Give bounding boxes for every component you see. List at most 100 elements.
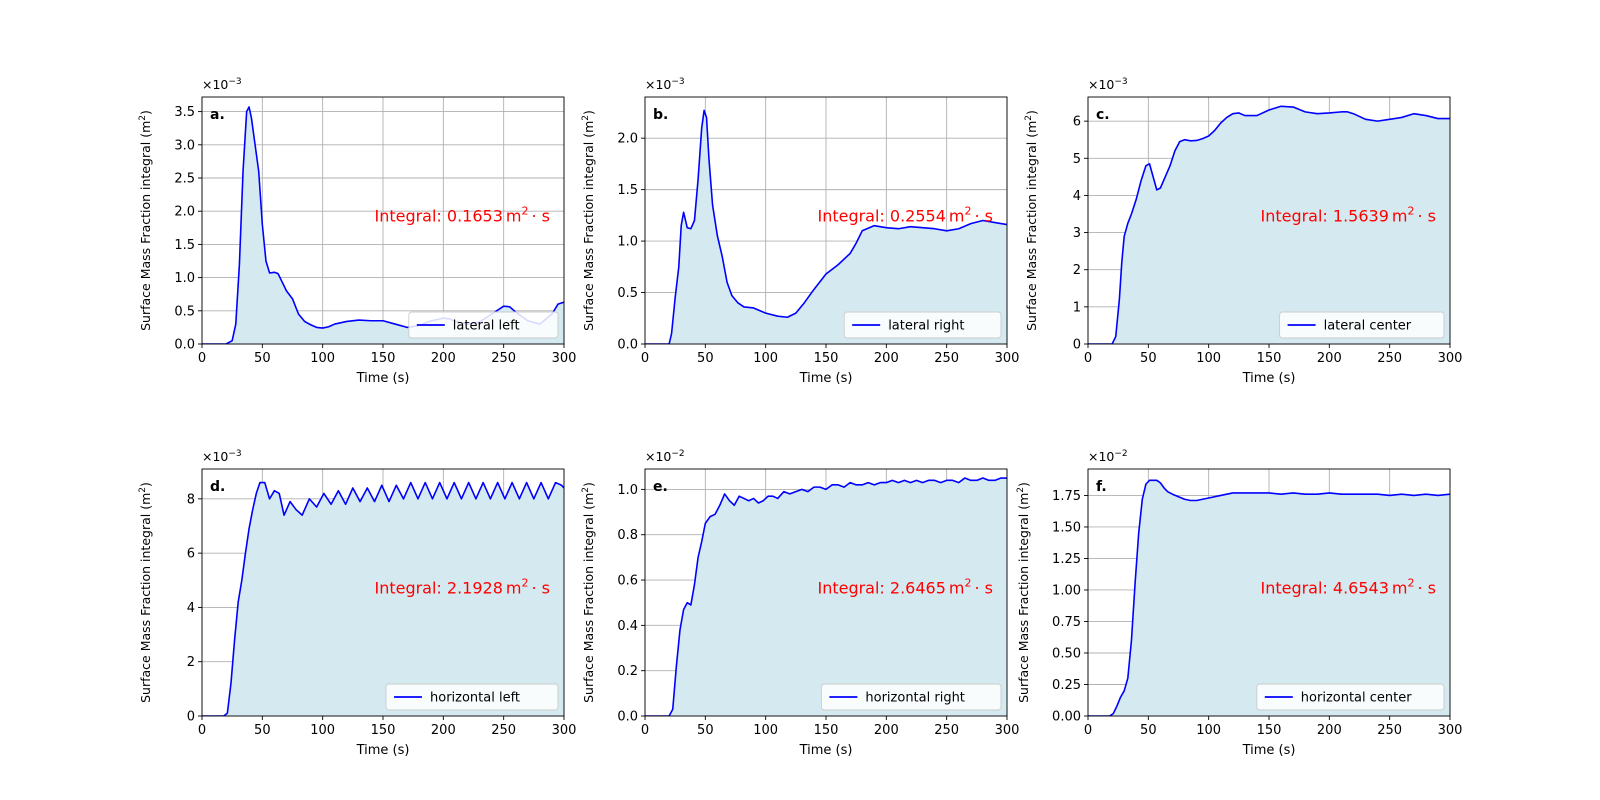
x-tick-label: 300 xyxy=(552,723,577,738)
annotation-value: 2.6465 xyxy=(890,579,946,598)
annotation-prefix: Integral: xyxy=(1260,207,1332,226)
axis-offset-label: ×10−2 xyxy=(1088,449,1128,464)
x-tick-label: 150 xyxy=(1257,723,1282,738)
annotation-unit: m xyxy=(506,579,522,598)
y-tick-label: 0 xyxy=(1073,338,1081,353)
annotation-prefix: Integral: xyxy=(374,207,446,226)
legend-box xyxy=(843,311,1002,339)
y-tick-label: 0.8 xyxy=(617,528,638,543)
annotation-prefix: Integral: xyxy=(374,579,446,598)
offset-base: ×10 xyxy=(1088,77,1114,92)
y-tick-label: 2.5 xyxy=(174,172,195,187)
annotation-suffix: · s xyxy=(1417,579,1436,598)
annotation-prefix: Integral: xyxy=(817,579,889,598)
offset-exponent: −3 xyxy=(1114,77,1127,87)
y-tick-label: 1.0 xyxy=(617,235,638,250)
annotation-value: 0.1653 xyxy=(447,207,503,226)
y-axis-label-close: ) xyxy=(581,482,596,487)
x-tick-label: 150 xyxy=(371,723,396,738)
series-area xyxy=(202,106,564,344)
y-tick-label: 1.5 xyxy=(617,183,638,198)
y-axis-label: Surface Mass Fraction integral (m2) xyxy=(138,110,153,331)
panel-label: f. xyxy=(1096,479,1107,495)
series-line xyxy=(1088,479,1450,716)
x-tick-label: 0 xyxy=(641,723,649,738)
x-tick-label: 300 xyxy=(1438,351,1463,366)
y-axis-label: Surface Mass Fraction integral (m2) xyxy=(138,482,153,703)
legend-label: horizontal left xyxy=(430,691,520,706)
y-tick-label: 2 xyxy=(187,655,195,670)
series-line xyxy=(645,477,1007,716)
offset-exponent: −3 xyxy=(228,449,241,459)
series-area xyxy=(1088,106,1450,344)
y-tick-label: 0.0 xyxy=(617,338,638,353)
y-tick-label: 1.0 xyxy=(174,271,195,286)
annotation-unit: m xyxy=(1392,579,1408,598)
annotation-suffix: · s xyxy=(974,579,993,598)
integral-annotation: Integral: 1.5639 m2 · s xyxy=(1260,205,1436,226)
series-area xyxy=(645,478,1007,716)
y-axis-label-close: ) xyxy=(1016,482,1031,487)
annotation-value: 0.2554 xyxy=(890,207,946,226)
x-tick-label: 150 xyxy=(814,351,839,366)
annotation-suffix: · s xyxy=(531,579,550,598)
y-axis-label-exponent: 2 xyxy=(1024,115,1034,121)
legend-label: horizontal center xyxy=(1301,691,1412,706)
y-tick-label: 1.75 xyxy=(1052,489,1081,504)
integral-annotation: Integral: 4.6543 m2 · s xyxy=(1260,577,1436,598)
chart-panel: 0 50 100 150 200 250 300 0.0 0.5 1.0 1.5 2.0 2.5 3.0 3… xyxy=(138,77,576,386)
y-tick-label: 0.5 xyxy=(617,286,638,301)
x-tick-label: 300 xyxy=(1438,723,1463,738)
offset-exponent: −2 xyxy=(1114,449,1127,459)
legend-box xyxy=(385,683,559,711)
axis-offset-label: ×10−3 xyxy=(202,77,242,92)
y-axis-label-close: ) xyxy=(138,482,153,487)
x-tick-label: 100 xyxy=(753,723,778,738)
annotation-exponent: 2 xyxy=(1407,205,1414,218)
x-tick-label: 0 xyxy=(1084,723,1092,738)
x-axis-label: Time (s) xyxy=(799,743,853,758)
integral-annotation: Integral: 0.1653 m2 · s xyxy=(374,205,550,226)
x-tick-label: 0 xyxy=(198,351,206,366)
y-axis-label-exponent: 2 xyxy=(138,115,148,121)
x-tick-label: 250 xyxy=(1377,723,1402,738)
offset-exponent: −3 xyxy=(228,77,241,87)
x-tick-label: 100 xyxy=(310,351,335,366)
axis-offset-label: ×10−3 xyxy=(202,449,242,464)
chart-panel: 0 50 100 150 200 250 300 0.0 0.2 0.4 0.6 0.8 1.0 Time… xyxy=(581,449,1019,758)
y-axis-label-close: ) xyxy=(138,110,153,115)
panel-label: d. xyxy=(210,479,225,495)
y-axis-label-text: Surface Mass Fraction integral (m xyxy=(581,493,596,703)
x-tick-label: 0 xyxy=(198,723,206,738)
x-tick-label: 100 xyxy=(753,351,778,366)
y-tick-label: 0.75 xyxy=(1052,615,1081,630)
integral-annotation: Integral: 2.6465 m2 · s xyxy=(817,577,993,598)
y-tick-label: 0 xyxy=(187,710,195,725)
annotation-value: 1.5639 xyxy=(1333,207,1389,226)
x-axis-label: Time (s) xyxy=(356,743,410,758)
y-axis-label: Surface Mass Fraction integral (m2) xyxy=(1024,110,1039,331)
annotation-unit: m xyxy=(949,207,965,226)
y-axis-label-close: ) xyxy=(1024,110,1039,115)
legend-label: horizontal right xyxy=(865,691,965,706)
x-tick-label: 50 xyxy=(697,351,714,366)
y-tick-label: 4 xyxy=(1073,189,1081,204)
y-axis-label-exponent: 2 xyxy=(1016,487,1026,493)
x-tick-label: 0 xyxy=(1084,351,1092,366)
panel-label: c. xyxy=(1096,107,1110,123)
y-tick-label: 0.00 xyxy=(1052,710,1081,725)
y-tick-label: 3.5 xyxy=(174,105,195,120)
x-tick-label: 300 xyxy=(995,351,1020,366)
annotation-exponent: 2 xyxy=(1407,577,1414,590)
y-tick-label: 0.0 xyxy=(617,710,638,725)
y-tick-label: 5 xyxy=(1073,152,1081,167)
x-tick-label: 300 xyxy=(995,723,1020,738)
x-tick-label: 50 xyxy=(1140,723,1157,738)
y-tick-label: 1.50 xyxy=(1052,520,1081,535)
y-tick-label: 0.0 xyxy=(174,338,195,353)
y-tick-label: 3.0 xyxy=(174,138,195,153)
legend-box xyxy=(1279,311,1445,339)
x-tick-label: 0 xyxy=(641,351,649,366)
y-tick-label: 0.2 xyxy=(617,664,638,679)
